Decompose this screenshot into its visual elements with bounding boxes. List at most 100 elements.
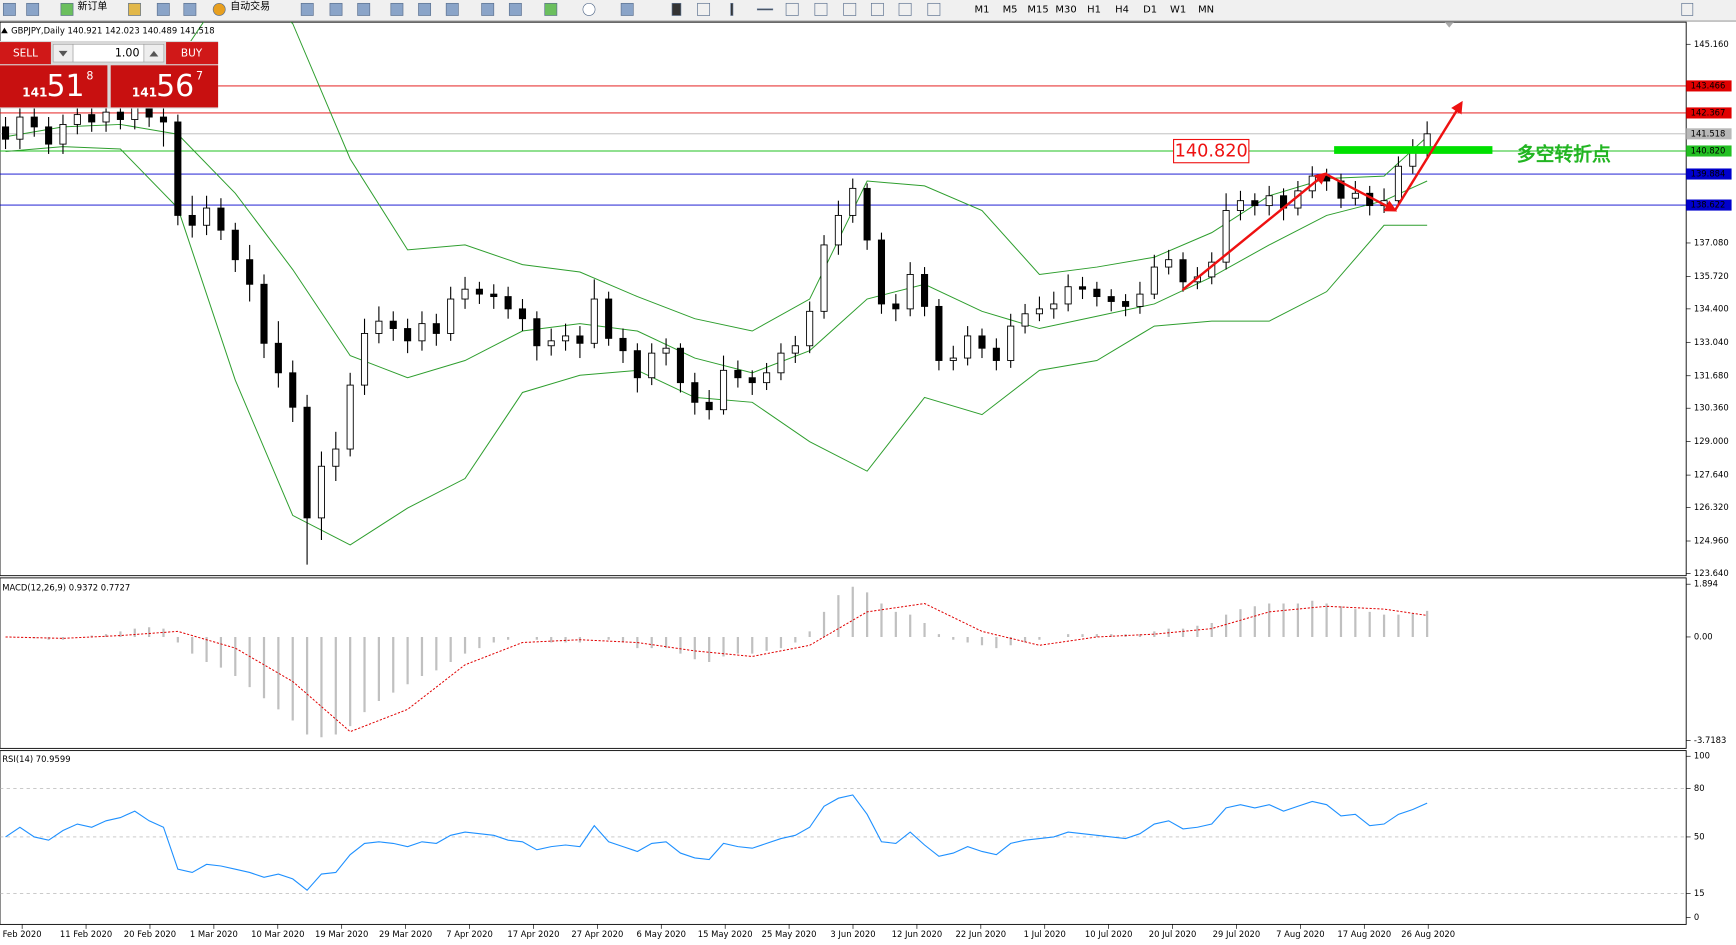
sell-button[interactable] (0, 42, 51, 65)
icon[interactable] (582, 2, 596, 16)
icon[interactable] (357, 2, 371, 16)
icon[interactable] (445, 2, 459, 16)
icon[interactable] (2, 2, 16, 16)
candle-body (346, 384, 354, 450)
y-tick-label: 1.894 (1694, 579, 1718, 589)
candle-body (1107, 296, 1115, 302)
buy-price-big: 141 (132, 85, 157, 99)
timeframe-button[interactable]: H4 (1115, 4, 1129, 15)
x-tick-label: 17 Aug 2020 (1337, 929, 1391, 939)
candle-body (1150, 266, 1158, 295)
sell-price-big: 141 (22, 85, 47, 99)
candle-body (921, 273, 929, 307)
toolbar-icons (2, 2, 1694, 16)
x-tick-label: 12 Jun 2020 (892, 929, 943, 939)
icon[interactable] (785, 2, 799, 16)
y-tick-label: 131.680 (1694, 370, 1729, 380)
sell-price-main: 51 (47, 69, 85, 104)
timeframe-button[interactable]: M5 (1003, 4, 1018, 15)
icon[interactable] (544, 2, 558, 16)
auto-trading-button[interactable]: 自动交易 (230, 0, 270, 13)
icon[interactable] (60, 2, 74, 16)
y-tick-label: 130.360 (1694, 403, 1729, 413)
candle-body (145, 106, 153, 118)
icon[interactable] (128, 2, 141, 16)
rsi-plot (0, 788, 1687, 894)
icon[interactable] (671, 2, 682, 16)
shift-marker (1444, 22, 1454, 28)
candle-body (1093, 288, 1101, 298)
candle-body (648, 352, 656, 379)
candle-body (246, 259, 254, 285)
axes: 145.160 137.080 135.720 134.400 133.040 131.6… (3, 39, 1732, 939)
icon[interactable] (814, 2, 828, 16)
sell-label[interactable]: SELL (13, 48, 38, 60)
icon[interactable] (418, 2, 432, 16)
icon[interactable] (697, 2, 711, 16)
candle-body (1050, 303, 1058, 310)
timeframe-button[interactable]: M15 (1027, 4, 1048, 15)
icon[interactable] (927, 2, 941, 16)
macd-plot (5, 586, 1429, 738)
icon[interactable] (156, 2, 170, 16)
x-tick-label: 17 Apr 2020 (507, 929, 559, 939)
icon[interactable] (870, 2, 884, 16)
candle-body (88, 114, 96, 123)
candle-body (289, 372, 297, 408)
candle-body (389, 320, 397, 329)
timeframe-button[interactable]: M1 (975, 4, 990, 15)
icon[interactable] (390, 2, 404, 16)
candle-body (1007, 325, 1015, 361)
arrow (1324, 172, 1398, 212)
level-label-box (1686, 168, 1732, 180)
sell-price-box[interactable] (0, 65, 108, 108)
candle-body (375, 320, 383, 334)
x-tick-label: Feb 2020 (3, 929, 42, 939)
x-tick-label: 6 May 2020 (637, 929, 686, 939)
candle-body (274, 342, 282, 374)
candle-body (432, 323, 440, 334)
rsi-panel (0, 750, 1687, 925)
timeframe-button[interactable]: MN (1198, 4, 1214, 15)
level-label-box (1686, 128, 1732, 140)
buy-price-box[interactable] (110, 65, 219, 108)
icon[interactable] (620, 2, 634, 16)
icon[interactable] (1681, 2, 1694, 16)
timeframe-button[interactable]: D1 (1143, 4, 1157, 15)
icon[interactable] (329, 2, 343, 16)
icon[interactable] (481, 2, 495, 16)
y-tick-label: 133.040 (1694, 337, 1729, 347)
buy-button[interactable] (166, 42, 219, 65)
x-tick-label: 29 Jul 2020 (1213, 929, 1261, 939)
candle-body (1236, 200, 1245, 211)
y-tick-label: 50 (1694, 831, 1705, 841)
sell-price-small: 8 (86, 69, 93, 82)
x-tick-label: 25 May 2020 (762, 929, 817, 939)
icon[interactable] (183, 2, 197, 16)
candle-body (777, 352, 785, 374)
candle-body (576, 335, 584, 344)
icon[interactable] (756, 8, 774, 11)
icon[interactable] (26, 2, 40, 16)
buy-label[interactable]: BUY (181, 48, 203, 60)
x-tick-label: 20 Jul 2020 (1149, 929, 1197, 939)
icon[interactable] (508, 2, 522, 16)
icon[interactable] (898, 2, 912, 16)
icon[interactable] (730, 2, 734, 16)
timeframe-button[interactable]: M30 (1055, 4, 1076, 15)
icon[interactable] (212, 2, 226, 16)
candle-body (863, 187, 871, 241)
y-tick-label: 129.000 (1694, 436, 1729, 446)
bollinger-band (5, 22, 1428, 332)
y-tick-label: 123.640 (1694, 568, 1729, 578)
candle-body (447, 298, 455, 334)
icon[interactable] (300, 2, 314, 16)
icon[interactable] (843, 2, 857, 16)
new-order-button[interactable]: 新订单 (78, 0, 108, 13)
lot-value[interactable]: 1.00 (115, 47, 140, 60)
timeframe-button[interactable]: W1 (1170, 4, 1186, 15)
candle-body (605, 298, 613, 339)
timeframe-button[interactable]: H1 (1087, 4, 1101, 15)
